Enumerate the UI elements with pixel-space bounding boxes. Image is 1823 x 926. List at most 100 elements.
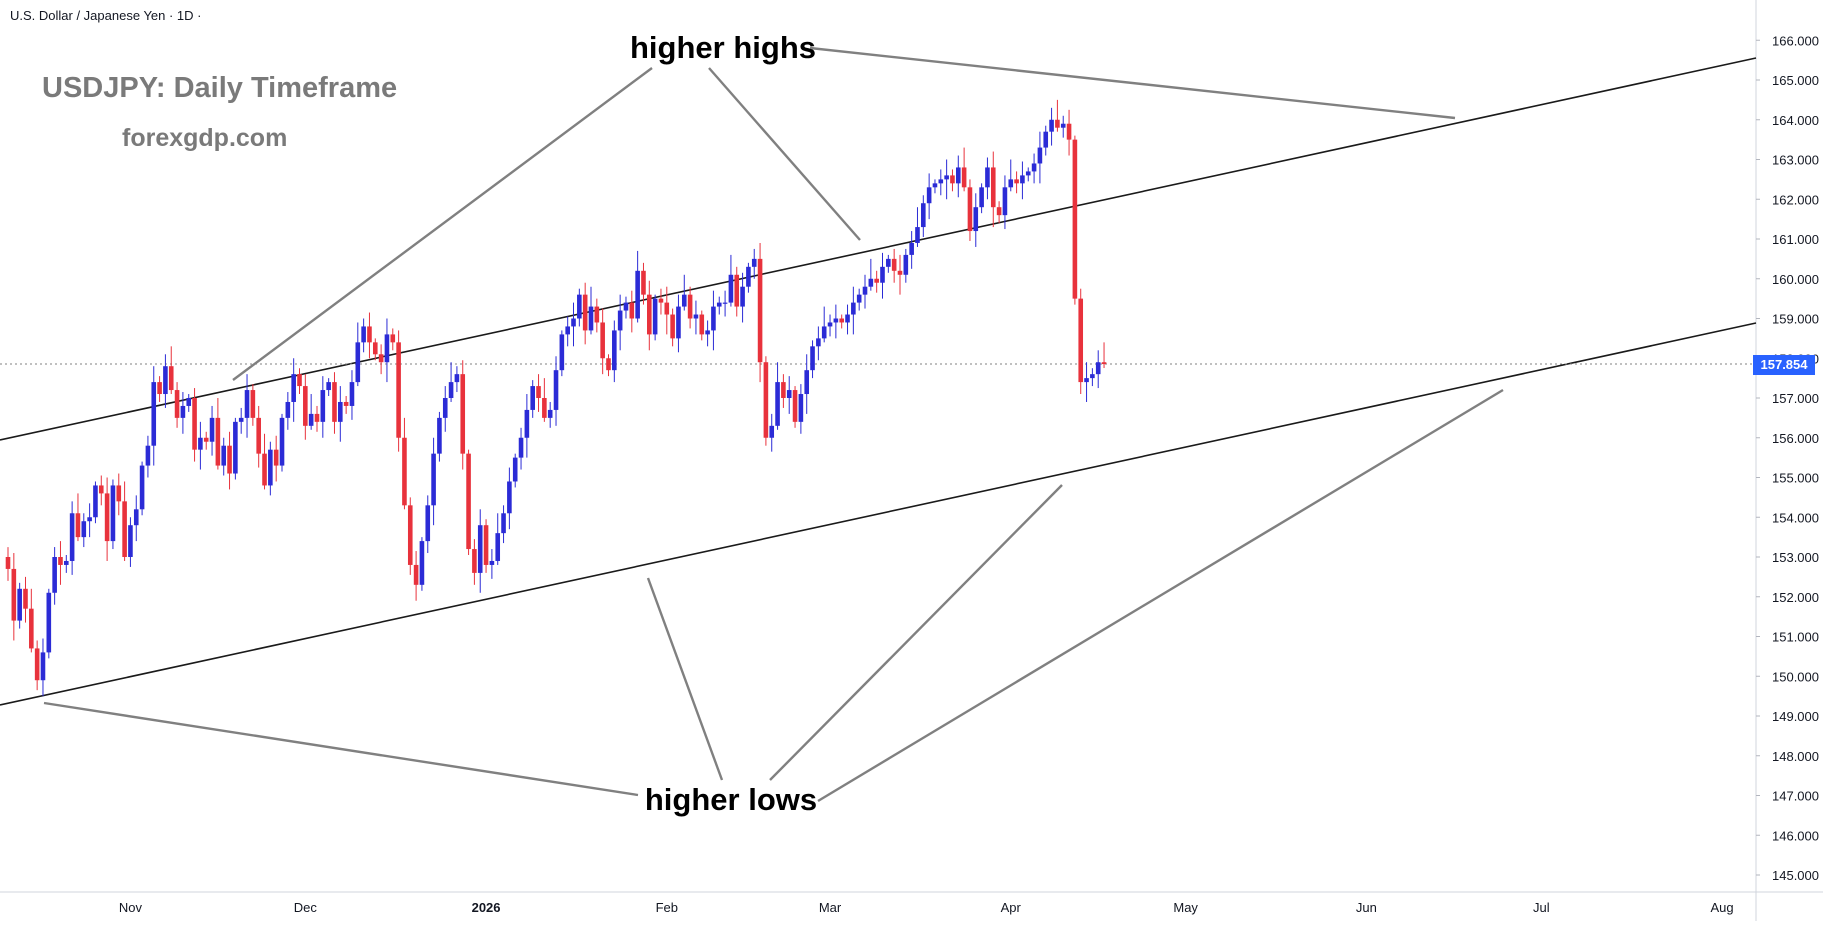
candle: [530, 380, 535, 418]
candle: [839, 314, 844, 329]
candle: [606, 354, 611, 377]
candle-body: [1084, 378, 1089, 383]
candle-body: [186, 398, 192, 406]
candle-body: [69, 513, 75, 561]
candle: [950, 169, 955, 192]
pointer-low-4: [817, 388, 1504, 803]
candle-body: [372, 342, 378, 355]
candle: [891, 248, 897, 283]
candle: [798, 384, 804, 434]
candle-body: [938, 179, 944, 184]
candle-body: [1008, 179, 1014, 188]
candle: [722, 290, 728, 317]
candle: [967, 179, 973, 241]
candle-body: [816, 338, 821, 347]
candle-body: [250, 390, 256, 418]
candle: [1095, 350, 1101, 389]
candle-body: [11, 568, 17, 621]
candle: [932, 179, 938, 194]
y-tick-label: 164.000: [1772, 113, 1819, 128]
candle-body: [996, 207, 1002, 216]
candle: [845, 304, 850, 335]
candle: [17, 582, 22, 629]
candle-body: [81, 521, 87, 538]
symbol-header[interactable]: U.S. Dollar / Japanese Yen · 1D ·: [10, 8, 202, 23]
candle: [413, 551, 419, 601]
candle: [122, 481, 127, 561]
candle: [338, 386, 343, 442]
candle-body: [233, 421, 238, 474]
candle: [128, 517, 133, 567]
candle-body: [332, 382, 337, 422]
candle-body: [378, 354, 384, 363]
candle-body: [681, 294, 687, 307]
candle-body: [128, 525, 133, 557]
candle-body: [547, 409, 553, 418]
candle-body: [1060, 123, 1066, 128]
candle: [215, 398, 221, 470]
candle-body: [635, 270, 640, 319]
candle: [979, 183, 984, 214]
candle-body: [64, 560, 69, 565]
candle: [180, 392, 186, 434]
candle: [472, 539, 477, 585]
candle-body: [1020, 175, 1025, 184]
candle-body: [116, 485, 122, 502]
candle-body: [238, 417, 244, 422]
candle-body: [104, 493, 110, 542]
candle-body: [227, 445, 232, 474]
candle-body: [734, 274, 740, 307]
candle-body: [5, 557, 11, 569]
candle-body: [699, 314, 705, 335]
candle: [52, 547, 57, 605]
candle: [909, 231, 914, 269]
candle-body: [1090, 374, 1095, 379]
candle: [64, 555, 69, 573]
candle-body: [466, 453, 471, 550]
candle-body: [798, 394, 804, 422]
candle-body: [845, 314, 850, 323]
candle: [955, 155, 961, 198]
candle: [629, 290, 635, 333]
candle: [751, 248, 757, 279]
x-tick-label: Apr: [1001, 900, 1022, 915]
candle: [547, 401, 553, 428]
candle: [139, 461, 145, 516]
candle-body: [961, 167, 967, 188]
candle: [238, 407, 244, 434]
candle: [268, 441, 273, 496]
candle: [862, 274, 868, 309]
candle-body: [29, 608, 34, 649]
candle-body: [145, 445, 151, 466]
candle-body: [950, 175, 955, 184]
candle-body: [297, 374, 302, 387]
candle-body: [775, 382, 780, 426]
candle: [133, 495, 139, 542]
candle: [145, 435, 151, 478]
candle-body: [23, 588, 28, 609]
candle: [227, 431, 232, 490]
candle-body: [489, 560, 495, 565]
upper-channel-line: [0, 57, 1757, 441]
candle-body: [52, 557, 57, 593]
candle: [34, 640, 40, 691]
candle: [466, 449, 471, 556]
candle-body: [460, 374, 466, 454]
candle-body: [1014, 179, 1019, 184]
candle: [448, 362, 454, 402]
candle-body: [122, 501, 127, 557]
candle-body: [93, 485, 98, 518]
candle: [1084, 362, 1089, 402]
candle: [489, 549, 495, 579]
candle-body: [571, 318, 576, 327]
candle-body: [670, 314, 675, 339]
pointer-high-3: [809, 46, 1456, 120]
candle-body: [390, 334, 396, 343]
candle: [536, 374, 541, 412]
candle: [542, 378, 547, 422]
candle-body: [693, 314, 699, 319]
candle: [990, 151, 996, 228]
candle-body: [34, 648, 40, 681]
candle: [693, 300, 699, 335]
candle-body: [559, 334, 565, 371]
